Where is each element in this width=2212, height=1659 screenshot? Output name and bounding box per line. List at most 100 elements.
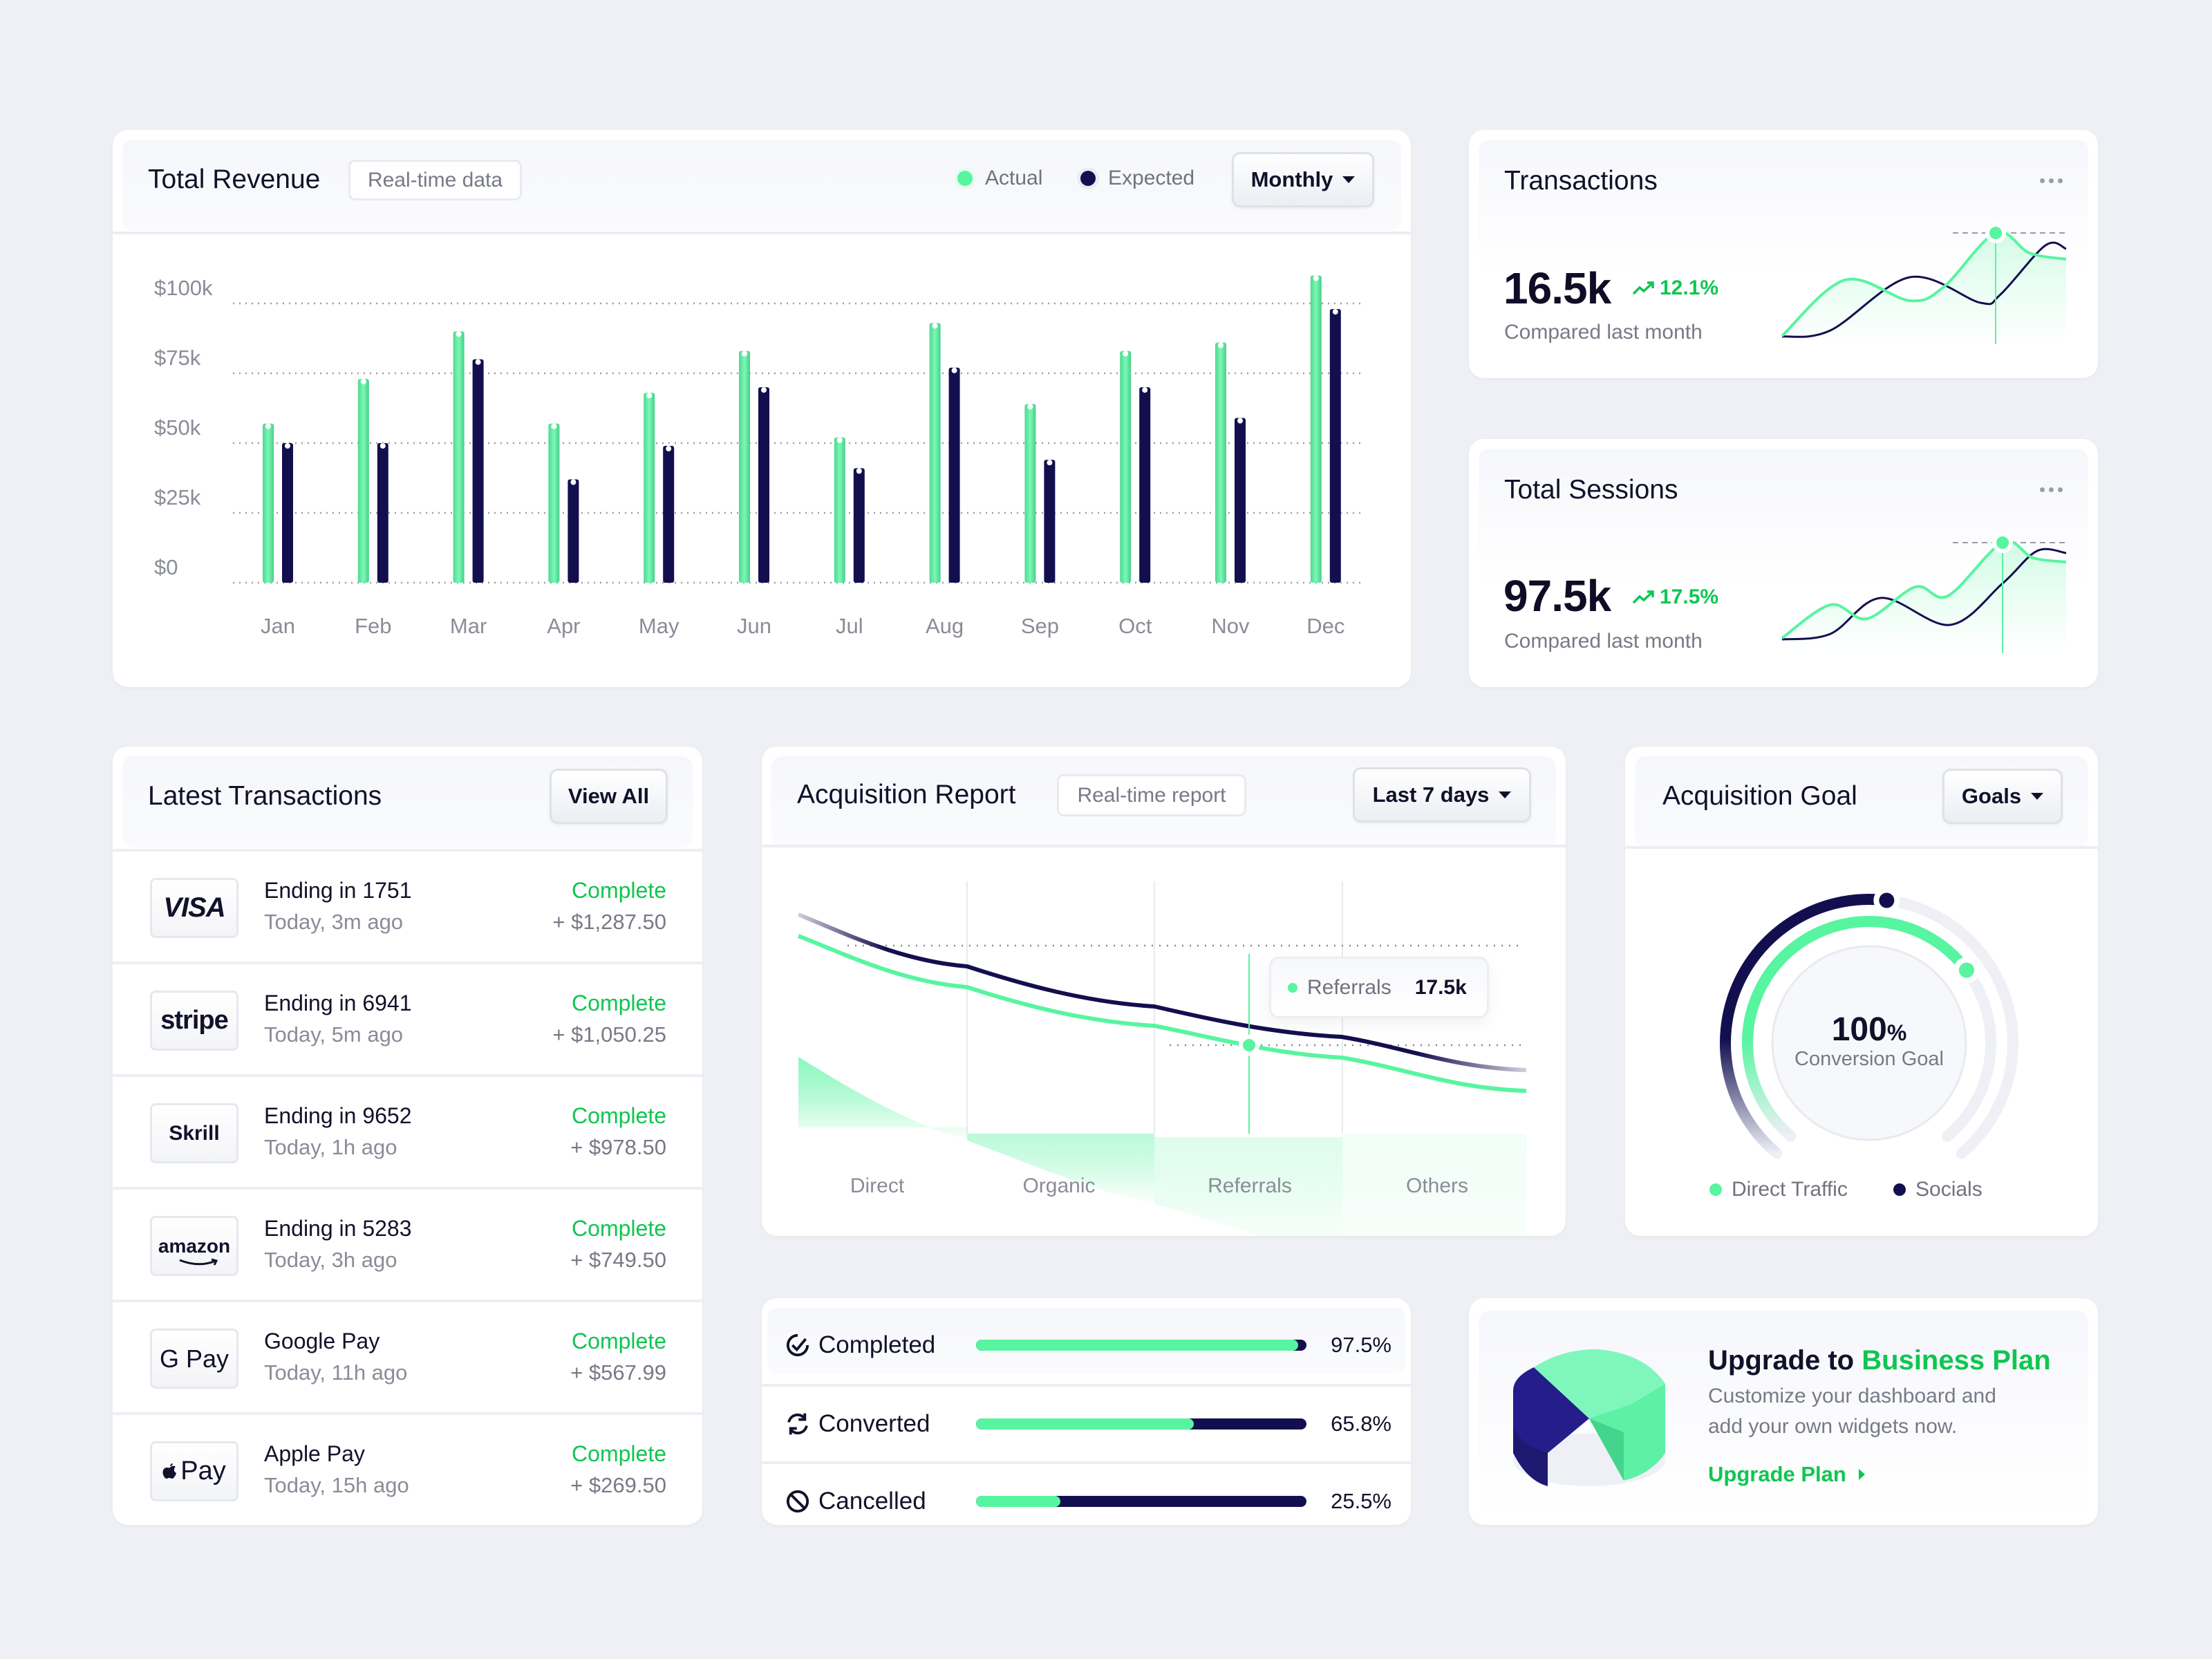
bar-expected-jul[interactable] — [853, 468, 865, 583]
period-dropdown[interactable]: Last 7 days — [1353, 767, 1531, 823]
goal-caption: Conversion Goal — [1794, 1048, 1944, 1070]
transaction-name: Ending in 5283 — [264, 1216, 412, 1241]
bar-actual-jan[interactable] — [263, 423, 274, 583]
bar-expected-nov[interactable] — [1235, 418, 1246, 583]
pie-illustration — [1513, 1349, 1665, 1486]
bar-cap — [379, 443, 386, 449]
bar-actual-sep[interactable] — [1024, 404, 1036, 583]
direct-traffic-dot — [1709, 1183, 1722, 1196]
ban-icon — [786, 1490, 809, 1513]
transaction-name: Apple Pay — [264, 1441, 365, 1466]
payment-logo: G Pay — [150, 1329, 238, 1389]
legend-socials: Socials — [1893, 1178, 1983, 1201]
transactions-value: 16.5k — [1503, 263, 1611, 313]
sparkline-actual — [1781, 230, 2067, 337]
card-title: Total Revenue — [148, 165, 321, 194]
bar-actual-dec[interactable] — [1310, 275, 1322, 583]
bar-expected-jun[interactable] — [758, 387, 769, 583]
view-all-button[interactable]: View All — [550, 769, 668, 824]
y-tick-label: $25k — [154, 485, 201, 509]
transaction-time: Today, 5m ago — [264, 1022, 404, 1047]
x-tick-label: Nov — [1211, 614, 1250, 638]
delta-text: 17.5% — [1660, 585, 1719, 608]
upgrade-text-line1: Customize your dashboard and — [1708, 1385, 1996, 1407]
bar-cap — [742, 350, 747, 357]
payment-logo: amazon — [150, 1216, 238, 1276]
sessions-delta: 17.5% — [1632, 585, 1718, 609]
progress-fill — [976, 1496, 1060, 1507]
bar-actual-may[interactable] — [644, 393, 655, 583]
bar-expected-oct[interactable] — [1139, 387, 1151, 583]
x-tick-label: Jan — [261, 614, 295, 638]
status-badge: Complete — [572, 1441, 666, 1466]
bar-actual-nov[interactable] — [1215, 342, 1226, 583]
bar-expected-sep[interactable] — [1044, 460, 1056, 583]
bar-cap — [1047, 460, 1053, 466]
transaction-row[interactable]: Pay Apple Pay Today, 15h ago Complete + $269… — [113, 1412, 702, 1525]
bar-actual-jul[interactable] — [834, 437, 845, 583]
transaction-row[interactable]: stripe Ending in 6941 Today, 5m ago Complet… — [113, 962, 702, 1074]
transaction-row[interactable]: amazon Ending in 5283 Today, 3h ago Complet… — [113, 1187, 702, 1300]
progress-row-converted: Converted 65.8% — [762, 1384, 1411, 1461]
x-axis-label: Referrals — [1208, 1174, 1292, 1197]
bar-expected-feb[interactable] — [377, 443, 388, 583]
socials-dot — [1893, 1183, 1906, 1196]
legend-label: Direct Traffic — [1732, 1178, 1848, 1201]
card-title: Latest Transactions — [148, 781, 382, 811]
bar-cap — [475, 359, 481, 365]
bar-expected-mar[interactable] — [472, 359, 484, 583]
bar-actual-oct[interactable] — [1120, 350, 1132, 583]
transaction-time: Today, 15h ago — [264, 1473, 409, 1497]
bar-actual-jun[interactable] — [739, 350, 750, 583]
y-tick-label: $0 — [154, 555, 178, 579]
refresh-icon — [787, 1413, 808, 1435]
transaction-row[interactable]: G Pay Google Pay Today, 11h ago Complete + $… — [113, 1300, 702, 1412]
progress-label: Completed — [818, 1331, 936, 1358]
x-tick-label: Dec — [1306, 614, 1344, 638]
transaction-row[interactable]: VISA Ending in 1751 Today, 3m ago Complete +… — [113, 849, 702, 962]
upgrade-plan-link[interactable]: Upgrade Plan — [1708, 1462, 1865, 1487]
progress-label: Converted — [818, 1410, 930, 1437]
progress-row-cancelled: Cancelled 25.5% — [762, 1461, 1411, 1525]
status-badge: Complete — [572, 991, 666, 1015]
x-axis-label: Others — [1405, 1174, 1469, 1197]
more-horizontal-icon[interactable] — [2040, 487, 2063, 492]
bar-actual-aug[interactable] — [929, 323, 941, 583]
goals-label: Goals — [1961, 784, 2022, 808]
bar-expected-jan[interactable] — [282, 443, 293, 583]
bar-actual-mar[interactable] — [453, 331, 465, 583]
transaction-name: Ending in 9652 — [264, 1103, 412, 1128]
gauge-center — [1771, 945, 1967, 1141]
period-label: Monthly — [1250, 167, 1333, 191]
goals-dropdown[interactable]: Goals — [1942, 769, 2063, 824]
transaction-amount: + $749.50 — [570, 1248, 666, 1272]
delta-text: 12.1% — [1660, 276, 1719, 299]
transactions-sparkline — [1781, 223, 2067, 344]
expected-line — [797, 912, 1527, 1072]
bar-expected-may[interactable] — [663, 446, 675, 583]
chevron-down-icon — [1499, 791, 1512, 798]
logo-text: G Pay — [159, 1344, 229, 1373]
progress-value: 65.8% — [1331, 1412, 1391, 1436]
payment-logo: Skrill — [150, 1103, 238, 1163]
more-horizontal-icon[interactable] — [2040, 178, 2063, 183]
bar-actual-apr[interactable] — [548, 423, 560, 583]
bar-cap — [836, 437, 843, 443]
transactions-caption: Compared last month — [1504, 321, 1703, 344]
upgrade-card: Upgrade to Business Plan Customize your … — [1469, 1298, 2098, 1525]
bar-expected-aug[interactable] — [948, 367, 960, 583]
transaction-row[interactable]: Skrill Ending in 9652 Today, 1h ago Complet… — [113, 1074, 702, 1187]
card-title: Acquisition Goal — [1662, 781, 1857, 811]
card-header — [122, 140, 1401, 231]
status-badge: Complete — [572, 1103, 666, 1128]
sparkline-expected — [1781, 547, 2067, 641]
bar-actual-feb[interactable] — [357, 379, 369, 583]
status-progress-card: Completed 97.5% Converted 65.8% Cancelled 25.… — [762, 1298, 1411, 1525]
legend-label: Actual — [985, 167, 1043, 189]
transaction-amount: + $1,050.25 — [552, 1022, 666, 1047]
bar-expected-dec[interactable] — [1329, 309, 1341, 583]
sessions-caption: Compared last month — [1504, 630, 1703, 653]
y-tick-label: $75k — [154, 346, 201, 370]
bar-expected-apr[interactable] — [568, 479, 579, 583]
period-dropdown[interactable]: Monthly — [1232, 152, 1374, 207]
